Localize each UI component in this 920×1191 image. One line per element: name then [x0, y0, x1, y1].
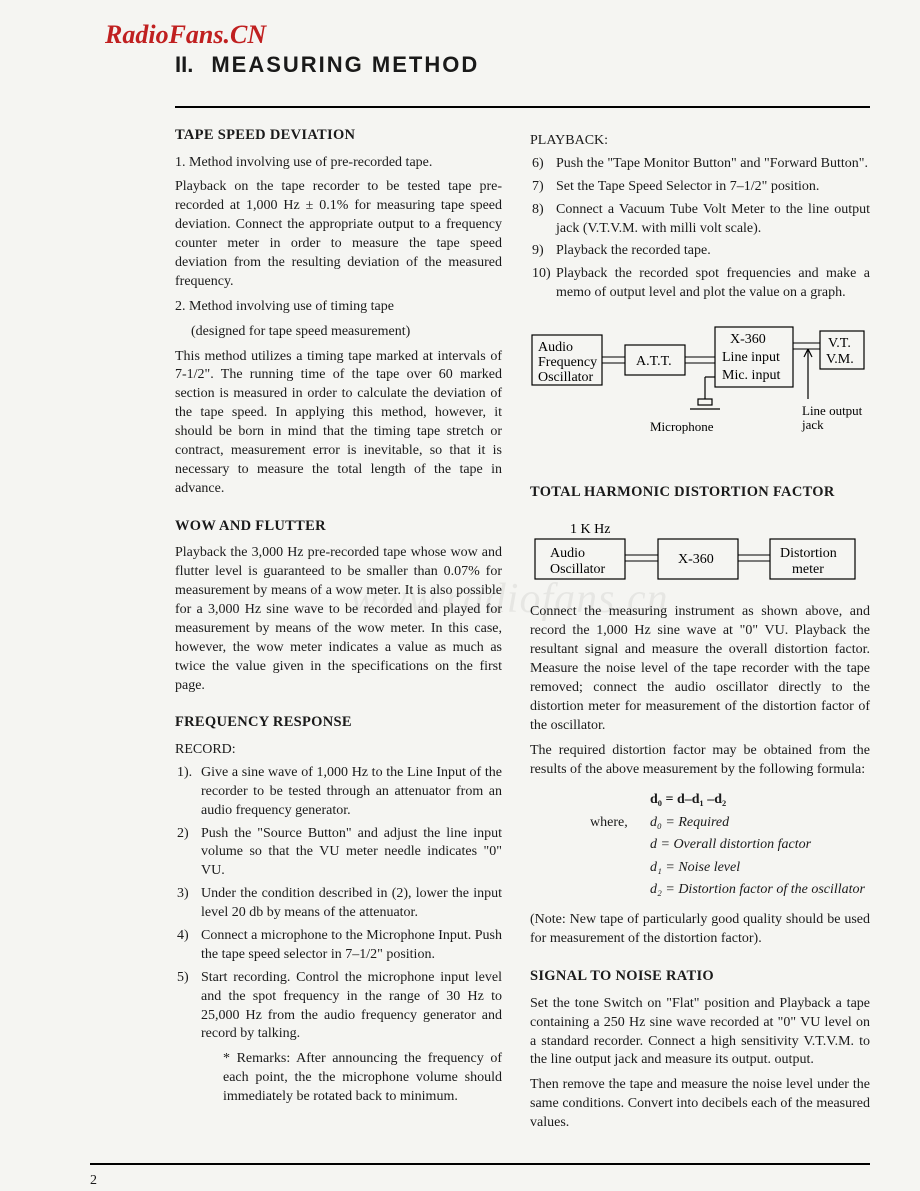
list-item: 10)Playback the recorded spot frequencie… [530, 265, 870, 303]
page-number: 2 [90, 1173, 870, 1189]
document-page: RadioFans.CN II.MEASURING METHOD www.rad… [0, 0, 920, 1191]
svg-text:X-360: X-360 [730, 332, 766, 347]
formula-line: d₀ = Required [650, 812, 729, 834]
svg-text:Microphone: Microphone [650, 419, 714, 434]
freq-heading: FREQUENCY RESPONSE [175, 713, 502, 733]
snr-body2: Then remove the tape and measure the noi… [530, 1076, 870, 1133]
watermark-header: RadioFans.CN [105, 20, 870, 50]
tape-speed-heading: TAPE SPEED DEVIATION [175, 126, 502, 146]
wow-heading: WOW AND FLUTTER [175, 517, 502, 537]
svg-text:X-360: X-360 [678, 552, 714, 567]
wow-body: Playback the 3,000 Hz pre-recorded tape … [175, 544, 502, 695]
formula-line: d₁ = Noise level [650, 857, 740, 879]
svg-text:Distortion: Distortion [780, 546, 837, 561]
list-item: 1).Give a sine wave of 1,000 Hz to the L… [175, 764, 502, 821]
record-label: RECORD: [175, 741, 502, 760]
svg-text:Oscillator: Oscillator [538, 370, 594, 385]
list-item: 9)Playback the recorded tape. [530, 242, 870, 261]
remarks: * Remarks: After announcing the frequenc… [223, 1050, 502, 1107]
svg-text:Line output: Line output [802, 403, 863, 418]
list-item: 8)Connect a Vacuum Tube Volt Meter to th… [530, 201, 870, 239]
list-item: 7)Set the Tape Speed Selector in 7–1/2" … [530, 178, 870, 197]
list-item: 4)Connect a microphone to the Microphone… [175, 927, 502, 965]
thd-note: (Note: New tape of particularly good qua… [530, 911, 870, 949]
svg-text:Mic. input: Mic. input [722, 368, 780, 383]
freq-response-diagram: Audio Frequency Oscillator A.T.T. X-360 [530, 321, 870, 453]
svg-text:V.T.: V.T. [828, 336, 851, 351]
section-name: MEASURING METHOD [211, 52, 479, 77]
thd-heading: TOTAL HARMONIC DISTORTION FACTOR [530, 483, 870, 503]
right-column: PLAYBACK: 6)Push the "Tape Monitor Butto… [530, 126, 870, 1139]
remarks-label: * Remarks: [223, 1051, 290, 1066]
equation: d₀ = d–d₁ –d₂ [650, 789, 870, 811]
method1-body: Playback on the tape recorder to be test… [175, 178, 502, 291]
top-rule [175, 106, 870, 108]
svg-text:Oscillator: Oscillator [550, 562, 606, 577]
where-label: where, [590, 812, 650, 834]
method1-label: 1. Method involving use of pre-recorded … [175, 154, 502, 173]
list-item: 5)Start recording. Control the microphon… [175, 969, 502, 1045]
list-item: 2)Push the "Source Button" and adjust th… [175, 825, 502, 882]
formula-line: d₂ = Distortion factor of the oscillator [650, 879, 865, 901]
list-item: 6)Push the "Tape Monitor Button" and "Fo… [530, 155, 870, 174]
svg-text:1 K Hz: 1 K Hz [570, 522, 610, 537]
section-roman: II. [175, 52, 193, 77]
snr-body1: Set the tone Switch on "Flat" position a… [530, 995, 870, 1071]
section-title: II. MEASURING METHOD [175, 52, 870, 78]
method2-label: 2. Method involving use of timing tape [175, 298, 502, 317]
playback-label: PLAYBACK: [530, 132, 870, 151]
method2-body: This method utilizes a timing tape marke… [175, 348, 502, 499]
snr-heading: SIGNAL TO NOISE RATIO [530, 967, 870, 987]
list-item: 3)Under the condition described in (2), … [175, 885, 502, 923]
thd-body2: The required distortion factor may be ob… [530, 742, 870, 780]
svg-text:V.M.: V.M. [826, 352, 854, 367]
svg-text:Audio: Audio [550, 546, 585, 561]
svg-text:meter: meter [792, 562, 824, 577]
svg-text:jack: jack [801, 417, 824, 432]
svg-text:Frequency: Frequency [538, 355, 597, 370]
formula-line: d = Overall distortion factor [650, 834, 811, 856]
left-column: TAPE SPEED DEVIATION 1. Method involving… [175, 126, 502, 1139]
record-steps: 1).Give a sine wave of 1,000 Hz to the L… [175, 764, 502, 1044]
thd-formula: d₀ = d–d₁ –d₂ where,d₀ = Required d = Ov… [590, 789, 870, 901]
svg-text:Line input: Line input [722, 350, 780, 365]
bottom-rule [90, 1163, 870, 1165]
playback-steps: 6)Push the "Tape Monitor Button" and "Fo… [530, 155, 870, 303]
svg-text:A.T.T.: A.T.T. [636, 354, 672, 369]
two-column-layout: TAPE SPEED DEVIATION 1. Method involving… [175, 126, 870, 1139]
method2-sub: (designed for tape speed measurement) [191, 323, 502, 342]
thd-body1: Connect the measuring instrument as show… [530, 603, 870, 735]
svg-text:Audio: Audio [538, 340, 573, 355]
thd-diagram: 1 K Hz Audio Oscillator X-360 Distortion… [530, 521, 870, 598]
